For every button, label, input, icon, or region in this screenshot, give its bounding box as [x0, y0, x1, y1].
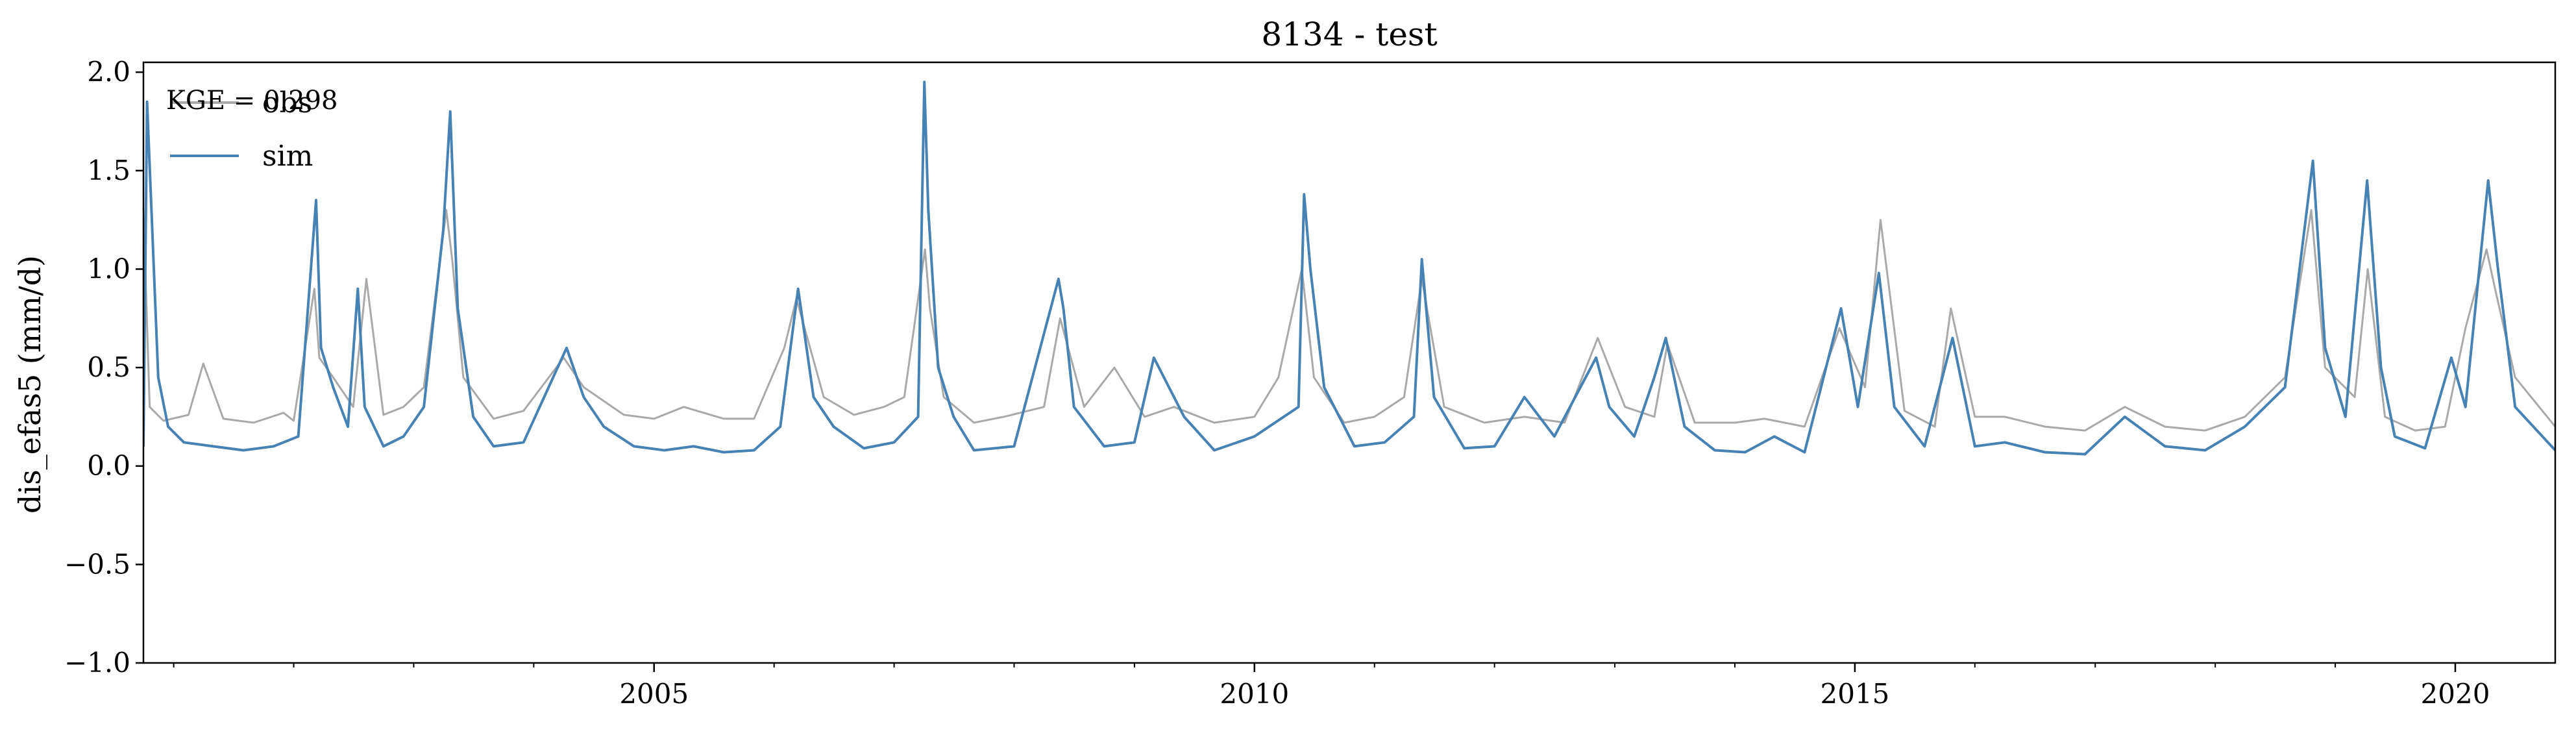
x-axis: 2005 2010 2015 2020 [173, 663, 2490, 710]
x-tick-label: 2015 [1820, 678, 1889, 710]
series-line-sim [143, 81, 2555, 456]
series-line-obs [143, 209, 2555, 432]
y-axis: −1.0 −0.5 0.0 0.5 1.0 1.5 2.0 [64, 56, 143, 679]
y-tick-label: 2.0 [87, 56, 130, 88]
legend-label-obs: obs [262, 86, 312, 119]
y-tick-label: 1.5 [87, 155, 130, 186]
x-tick-label: 2020 [2421, 678, 2490, 710]
legend-label-sim: sim [262, 140, 313, 173]
y-tick-label: 0.5 [87, 351, 130, 383]
y-tick-label: 0.0 [87, 450, 130, 482]
x-tick-label: 2005 [619, 678, 689, 710]
series-layer [143, 81, 2555, 456]
y-tick-label: 1.0 [87, 253, 130, 284]
legend: obs sim [170, 86, 313, 173]
y-axis-label: dis_efas5 (mm/d) [12, 255, 47, 514]
y-tick-label: −1.0 [64, 647, 130, 679]
chart-title: 8134 - test [1261, 16, 1437, 53]
plot-frame [142, 61, 2557, 664]
kge-annotation: KGE = 0.298 [166, 86, 338, 116]
y-tick-label: −0.5 [64, 548, 130, 580]
x-tick-label: 2010 [1220, 678, 1289, 710]
